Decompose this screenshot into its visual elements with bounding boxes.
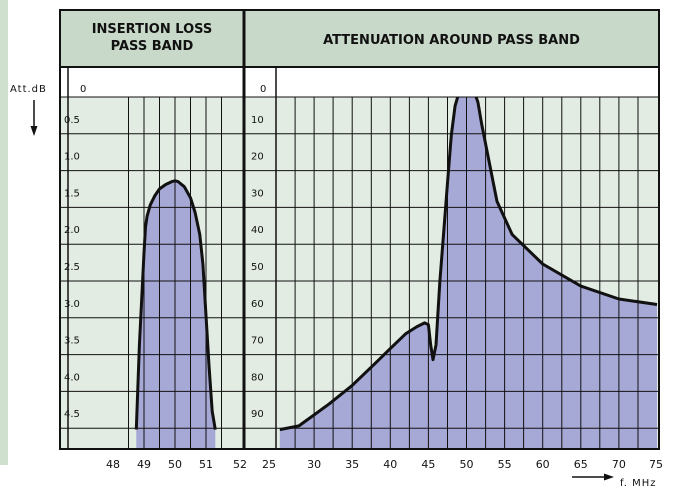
y-tick-label-left: 4.5 [64,409,80,420]
header-band [60,10,659,67]
x-tick-label-right: 30 [307,458,321,471]
y-tick-label-right: 70 [251,336,264,347]
y-tick-label-right: 30 [251,188,264,199]
x-tick-label-right: 65 [574,458,588,471]
side-panel [0,0,8,465]
y-tick-label-right: 10 [251,115,264,126]
x-tick-label-right: 45 [421,458,435,471]
y-tick-label-right: 0 [260,84,266,95]
x-tick-label-left: 50 [168,458,182,471]
panel-title-attenuation: ATTENUATION AROUND PASS BAND [323,33,580,48]
y-tick-label-left: 3.5 [64,336,80,347]
right-arrow-icon [604,473,614,481]
y-tick-label-right: 40 [251,225,264,236]
y-tick-label-right: 20 [251,152,264,163]
x-tick-label-left: 51 [199,458,213,471]
x-tick-label-right: 75 [649,458,663,471]
x-tick-label-left: 52 [233,458,247,471]
insertion-loss-area [136,180,216,449]
y-tick-label-left: 1.0 [64,152,80,163]
zero-row [60,67,659,97]
y-axis-label: Att.dB [10,84,47,95]
x-tick-label-left: 49 [137,458,151,471]
y-tick-label-left: 0 [80,84,86,95]
x-tick-label-right: 70 [612,458,626,471]
y-tick-label-right: 80 [251,372,264,383]
x-axis-label: f. MHz [620,478,657,489]
x-tick-label-left: 48 [106,458,120,471]
x-tick-label-right: 25 [262,458,276,471]
down-arrow-icon [30,126,38,136]
y-tick-label-right: 90 [251,409,264,420]
y-tick-label-left: 4.0 [64,372,80,383]
x-tick-label-right: 55 [498,458,512,471]
y-tick-label-left: 3.0 [64,299,80,310]
y-tick-label-right: 50 [251,262,264,273]
y-tick-label-right: 60 [251,299,264,310]
panel-title-insertion-loss: PASS BAND [111,39,194,54]
chart-frame [59,9,660,450]
panel-title-insertion-loss: INSERTION LOSS [92,22,213,37]
attenuation-area [279,97,657,449]
x-tick-label-right: 50 [460,458,474,471]
y-tick-label-left: 2.0 [64,225,80,236]
y-tick-label-left: 1.5 [64,188,80,199]
x-tick-label-right: 40 [383,458,397,471]
y-tick-label-left: 0.5 [64,115,80,126]
y-tick-label-left: 2.5 [64,262,80,273]
x-tick-label-right: 35 [345,458,359,471]
x-tick-label-right: 60 [536,458,550,471]
